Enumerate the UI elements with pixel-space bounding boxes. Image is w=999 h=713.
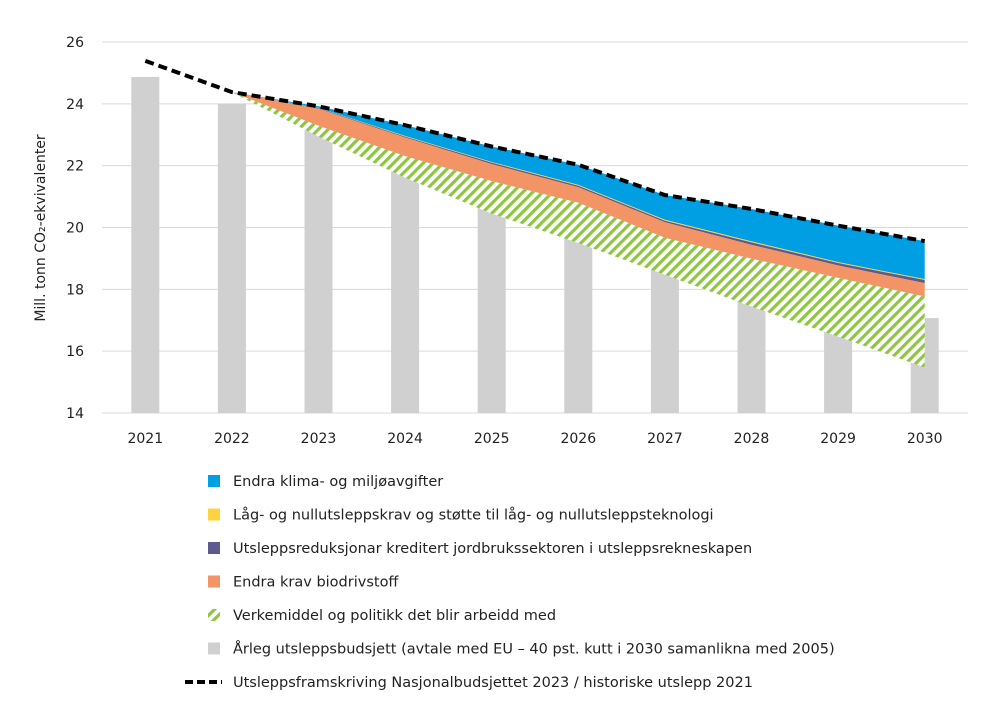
legend-label: Utsleppsframskriving Nasjonalbudsjettet …: [233, 675, 753, 691]
legend-swatch: [208, 508, 220, 521]
x-axis-ticks: 2021 2022 2023 2024 2025 2026 2027 2028 2029 2030: [127, 431, 942, 447]
x-tick-label: 2021: [127, 431, 163, 447]
legend-label: Endra klima- og miljøavgifter: [233, 474, 443, 490]
budget-bar: [391, 157, 420, 413]
y-axis-ticks: 14 16 18 20 22 24 26: [66, 35, 84, 422]
legend-label: Låg- og nullutsleppskrav og støtte til l…: [233, 507, 714, 524]
legend-swatch: [208, 475, 220, 487]
x-tick-label: 2026: [560, 431, 596, 447]
y-tick-label: 16: [66, 344, 84, 360]
x-tick-label: 2028: [734, 431, 770, 447]
legend-label: Utsleppsreduksjonar kreditert jordbrukss…: [233, 541, 752, 557]
y-tick-label: 24: [66, 97, 84, 113]
x-tick-label: 2025: [474, 431, 510, 447]
y-tick-label: 14: [66, 406, 84, 422]
x-tick-label: 2024: [387, 431, 423, 447]
y-tick-label: 20: [66, 221, 84, 237]
y-tick-label: 18: [66, 282, 84, 298]
legend-swatch: [208, 642, 220, 655]
y-tick-label: 22: [66, 159, 84, 175]
stacked-areas: [231, 92, 925, 368]
area-endra: [231, 92, 925, 280]
legend-label: Årleg utsleppsbudsjett (avtale med EU – …: [233, 641, 835, 658]
legend-label: Verkemiddel og politikk det blir arbeidd…: [233, 608, 556, 624]
area-verkemiddel: [231, 92, 925, 368]
budget-bar: [217, 103, 246, 413]
x-tick-label: 2027: [647, 431, 683, 447]
y-tick-label: 26: [66, 35, 84, 51]
legend-swatch: [208, 609, 220, 621]
legend: Endra klima- og miljøavgifter Låg- og nul…: [185, 474, 835, 691]
legend-swatch: [208, 542, 220, 554]
area-endra: [231, 92, 925, 297]
budget-bars: [131, 76, 939, 414]
y-axis-label: Mill. tonn CO₂-ekvivalenter: [33, 134, 49, 322]
budget-bar: [131, 76, 160, 413]
x-tick-label: 2029: [820, 431, 856, 447]
x-tick-label: 2023: [301, 431, 337, 447]
x-tick-label: 2030: [907, 431, 943, 447]
budget-bar: [477, 184, 506, 413]
budget-bar: [304, 130, 333, 414]
x-tick-label: 2022: [214, 431, 250, 447]
legend-label: Endra krav biodrivstoff: [233, 575, 399, 591]
legend-swatch: [208, 575, 220, 588]
